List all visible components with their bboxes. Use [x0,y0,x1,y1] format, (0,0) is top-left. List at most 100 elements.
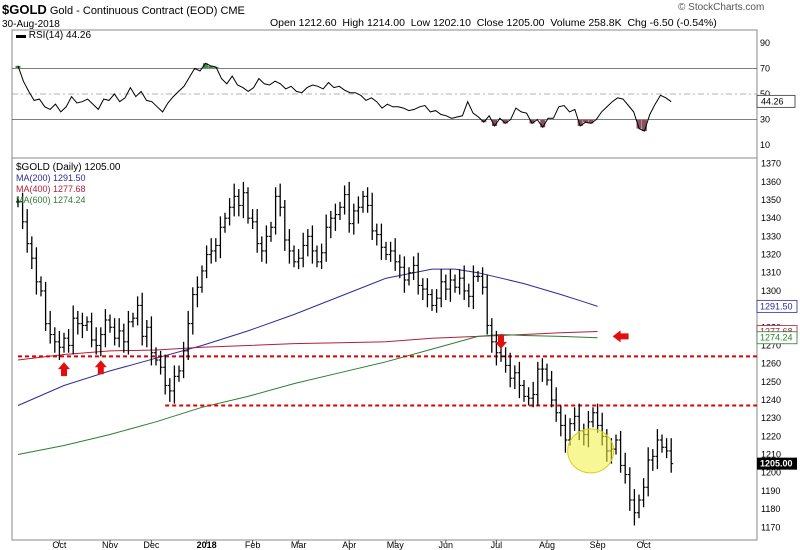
price-bar [52,327,57,353]
chg-label: Chg [627,17,647,29]
x-tick-label: Jun [439,540,454,550]
price-bar [204,245,209,279]
arrow-up-2 [94,360,107,375]
price-tick-label: 1270 [761,340,781,350]
price-bar [591,407,595,428]
price-bar [517,361,522,399]
price-tick-label: 1220 [761,431,781,441]
x-tick-label: Mar [291,540,307,550]
close-value: 1205.00 [506,17,545,29]
price-bar [181,341,186,379]
price-bar [646,447,651,497]
price-tick-label: 1250 [761,377,781,387]
rsi-oversold-fill [583,119,589,123]
rsi-grid [12,68,757,120]
price-bar [660,434,664,453]
price-bar [75,310,80,335]
price-tick-label: 1350 [761,195,781,205]
ma200-tag [756,299,798,313]
price-bar [650,449,655,471]
price-bar [112,318,117,346]
price-bar [618,430,623,473]
rsi-oversold-fill [481,119,487,123]
price-title: $GOLD (Daily) 1205.00 [16,162,121,173]
price-bar [319,243,324,270]
low-label: Low [410,17,431,29]
price-bar [489,318,494,353]
price-bar [558,405,563,437]
price-bar [190,287,195,335]
ma600-value: 1274.24 [53,195,86,205]
price-bar [397,254,402,279]
ma200-tag-label: 1291.50 [760,301,793,311]
price-bar [305,229,310,257]
rsi-current-tag-label: 44.26 [761,96,784,106]
price-bar [485,274,490,335]
price-bar [457,269,462,295]
price-bar [48,310,53,344]
price-bar [480,267,485,295]
price-tick-label: 1330 [761,231,781,241]
price-bar [149,316,154,366]
price-bar [328,210,333,239]
price-bar [439,269,444,308]
price-bar [310,225,315,264]
price-bar [278,183,283,217]
close-label: Close [476,17,504,29]
price-bar [549,370,554,408]
price-bar [379,223,384,260]
price-bar [200,265,204,293]
price-bar [623,452,628,484]
price-bar [98,327,103,357]
price-bar [158,350,163,375]
price-bar [535,361,540,406]
price-bar [144,320,149,348]
price-bar [301,232,306,268]
price-tick-label: 1180 [761,504,780,514]
price-bar [227,198,232,226]
price-bar [526,387,531,406]
price-bar [384,241,388,260]
price-bar [411,256,416,280]
price-bar [416,252,421,295]
price-bar [287,229,292,264]
price-bar [94,327,99,355]
x-tick-label: Nov [102,540,119,550]
price-bar [420,278,425,300]
price-bar [296,249,301,270]
price-bar [163,354,168,395]
price-bar [595,403,600,433]
price-bar [264,225,269,264]
price-bar [172,365,177,404]
ma400-value: 1277.68 [53,184,86,194]
price-tick-label: 1190 [761,486,780,496]
ma600-legend: MA(600) 1274.24 [16,195,86,205]
price-bar [62,332,66,353]
rsi-label: RSI(14) [29,30,63,41]
price-bar-layer [16,181,674,526]
price-bar [554,387,559,422]
high-value: 1214.00 [366,17,405,29]
price-bar [20,192,25,230]
ma200-label: MA(200) [16,173,51,183]
rsi-current-tag [756,94,796,108]
price-bar [522,380,526,402]
symbol: $GOLD [2,2,47,17]
highlight-circle [567,428,615,474]
price-bar [338,201,342,220]
price-bar [664,438,669,459]
price-bar [135,296,140,326]
price-bar [434,289,439,313]
price-tick-label: 1310 [761,268,781,278]
price-bar [508,352,513,388]
rsi-current: 44.26 [66,30,91,41]
price-bar [39,276,43,297]
price-bar [655,429,660,470]
price-bar [292,245,296,268]
price-bar [236,189,241,217]
moving-average-layer [17,268,598,455]
ma600-tag-label: 1274.24 [760,333,793,343]
rsi-tick-label: 10 [760,140,770,150]
price-tick-label: 1260 [761,359,781,369]
